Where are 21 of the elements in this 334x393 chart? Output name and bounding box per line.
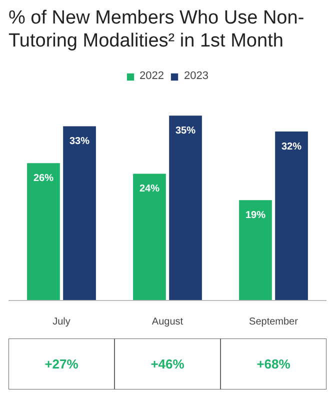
- bar: [169, 116, 202, 300]
- bar: [239, 200, 272, 300]
- text: +46%: [150, 356, 185, 372]
- text: +68%: [256, 356, 291, 372]
- data-label: 26%: [33, 173, 54, 184]
- bar: [275, 131, 308, 300]
- x-tick-label: September: [249, 316, 299, 328]
- data-label: 33%: [70, 136, 90, 148]
- x-tick-label: July: [52, 316, 70, 328]
- bar: [133, 174, 166, 300]
- legend-label: 2023: [184, 70, 208, 82]
- x-tick-label: August: [152, 316, 184, 328]
- data-label: 35%: [176, 126, 196, 137]
- bar: [63, 126, 96, 300]
- bar: [27, 163, 60, 300]
- data-label: 19%: [245, 210, 266, 222]
- legend-label: 2022: [140, 70, 164, 82]
- chart-title: % of New Members Who Use Non-Tutoring Modalities² in 1st Month: [8, 7, 304, 52]
- data-label: 32%: [282, 141, 302, 152]
- text: +27%: [44, 356, 79, 372]
- data-label: 24%: [139, 184, 160, 195]
